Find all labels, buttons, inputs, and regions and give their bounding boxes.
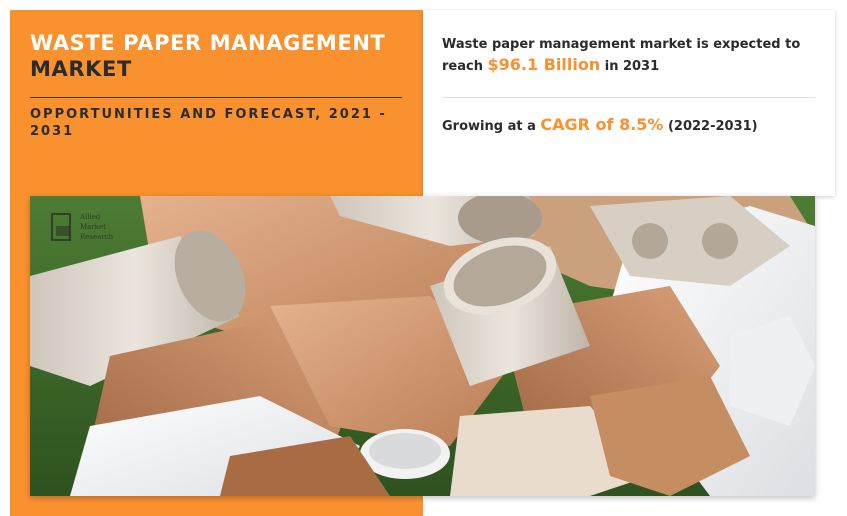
company-logo: Allied Market Research bbox=[50, 212, 122, 248]
title-line-1: WASTE PAPER MANAGEMENT bbox=[30, 31, 386, 55]
market-size-statement: Waste paper management market is expecte… bbox=[442, 35, 822, 77]
logo-line-2: Market bbox=[80, 223, 106, 231]
cagr-suffix: (2022-2031) bbox=[667, 119, 758, 134]
title-divider bbox=[30, 97, 402, 98]
waste-paper-illustration bbox=[30, 196, 815, 496]
market-size-value: $96.1 Billion bbox=[487, 55, 601, 74]
cagr-prefix: Growing at a bbox=[442, 119, 536, 134]
market-size-prefix: Waste paper management market is expecte… bbox=[442, 37, 801, 74]
logo-line-3: Research bbox=[80, 233, 114, 241]
cagr-statement: Growing at a CAGR of 8.5% (2022-2031) bbox=[442, 115, 822, 137]
waste-paper-photo: Allied Market Research bbox=[30, 196, 815, 496]
subtitle: OPPORTUNITIES AND FORECAST, 2021 - 2031 bbox=[30, 107, 387, 139]
stats-divider bbox=[442, 97, 815, 98]
page-title: WASTE PAPER MANAGEMENT MARKET bbox=[30, 30, 410, 82]
market-size-suffix: in 2031 bbox=[604, 59, 660, 74]
logo-line-1: Allied bbox=[80, 213, 101, 221]
cagr-value: CAGR of 8.5% bbox=[540, 115, 664, 134]
logo-mark-icon bbox=[51, 213, 71, 241]
title-line-2: MARKET bbox=[30, 57, 132, 81]
stats-panel bbox=[423, 10, 835, 196]
logo-text: Allied Market Research bbox=[80, 212, 113, 242]
